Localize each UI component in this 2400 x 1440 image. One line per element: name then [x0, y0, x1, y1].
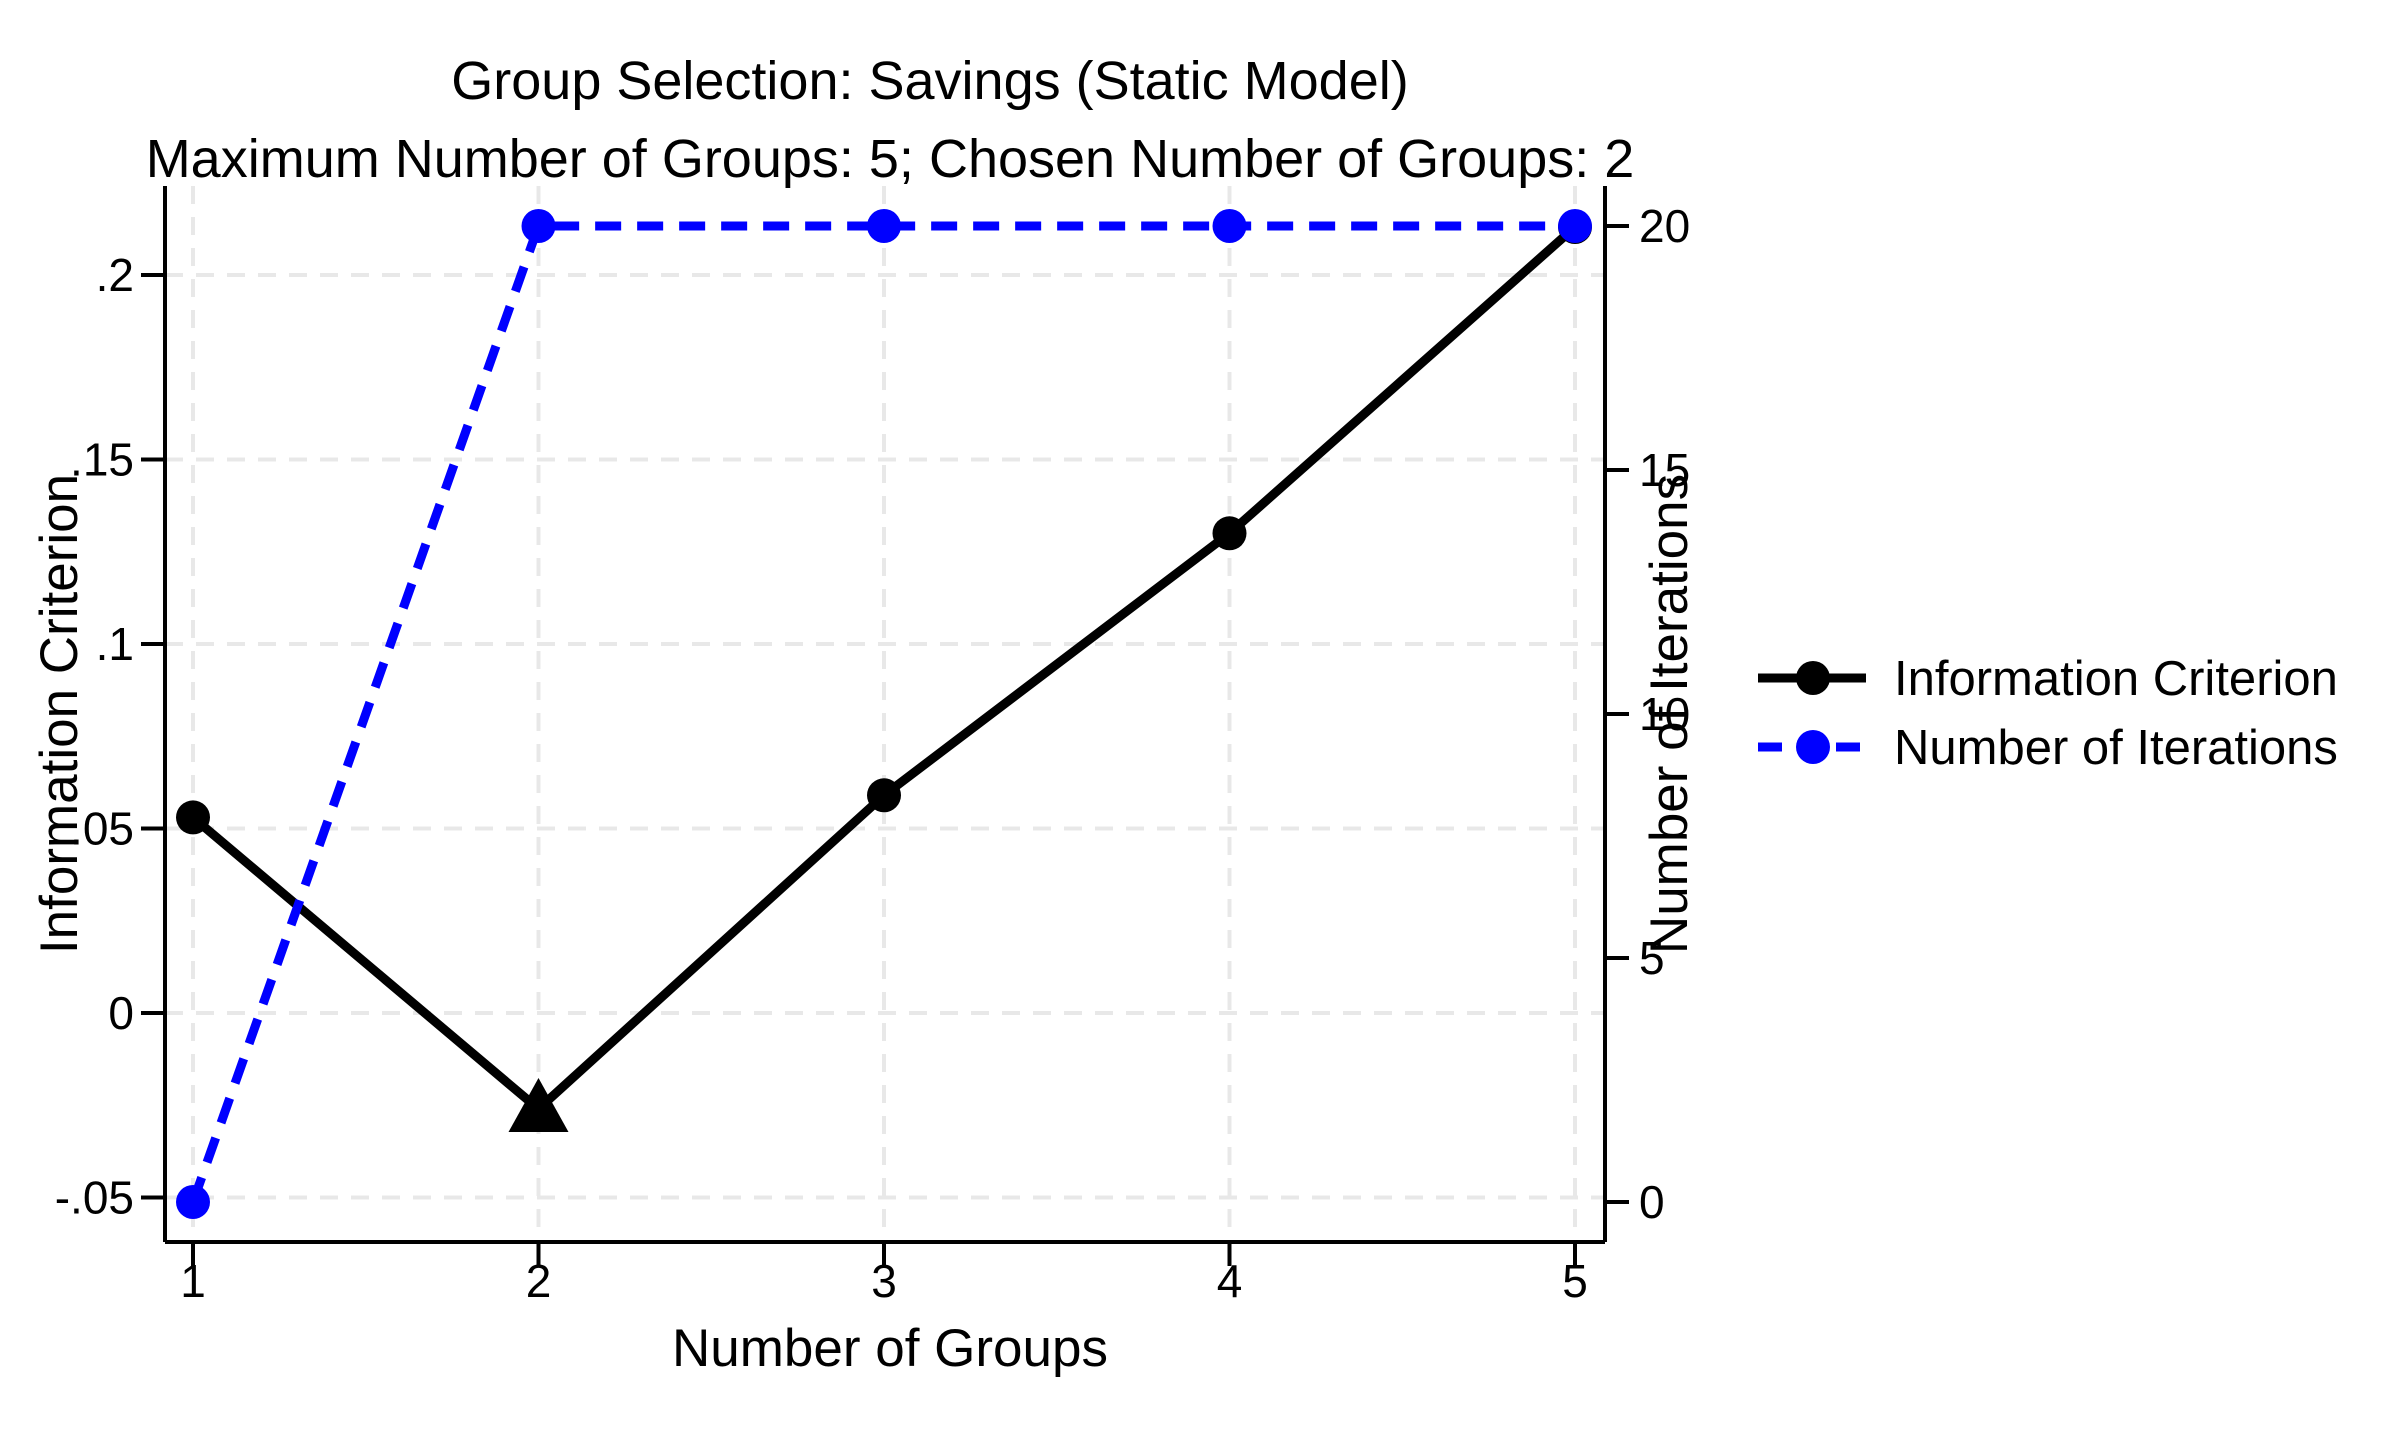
- y-tick-label-right: 0: [1639, 1176, 1665, 1228]
- legend-swatch-marker-circle-blue: [1796, 730, 1830, 764]
- marker-circle-number-of-iterations: [1212, 209, 1247, 243]
- marker-circle-information-criterion: [1212, 516, 1247, 551]
- x-tick-label: 3: [871, 1255, 897, 1307]
- x-axis-title: Number of Groups: [672, 1319, 1108, 1378]
- marker-circle-information-criterion: [176, 800, 210, 835]
- y-tick-label-right: 20: [1639, 200, 1690, 252]
- legend-label-information-criterion: Information Criterion: [1894, 652, 2338, 706]
- y-tick-label-left: .15: [70, 434, 134, 486]
- marker-circle-number-of-iterations: [1558, 209, 1592, 243]
- x-tick-label: 4: [1217, 1255, 1243, 1307]
- y-tick-label-right: 5: [1639, 932, 1665, 984]
- legend-label-number-of-iterations: Number of Iterations: [1894, 721, 2338, 775]
- x-tick-label: 2: [526, 1255, 552, 1307]
- chart-subtitle: Maximum Number of Groups: 5; Chosen Numb…: [146, 129, 1635, 189]
- y-tick-label-left: .2: [96, 249, 134, 301]
- marker-circle-number-of-iterations: [176, 1185, 210, 1219]
- legend-item-number-of-iterations: Number of Iterations: [1758, 721, 2338, 775]
- legend: Information Criterion Number of Iteratio…: [1758, 652, 2338, 775]
- legend-item-information-criterion: Information Criterion: [1758, 652, 2338, 706]
- y-tick-label-right: 10: [1639, 688, 1690, 740]
- x-tick-label: 5: [1562, 1255, 1588, 1307]
- grid-layer: [165, 186, 1605, 1242]
- y-axis-title-right: Number of Iterations: [1640, 474, 1699, 954]
- chart-title: Group Selection: Savings (Static Model): [451, 51, 1408, 111]
- y-tick-label-left: .1: [96, 618, 134, 670]
- x-tick-label: 1: [180, 1255, 206, 1307]
- marker-circle-information-criterion: [867, 778, 901, 813]
- y-axis-title-left: Information Criterion: [30, 474, 89, 954]
- y-tick-label-left: .05: [70, 803, 134, 855]
- marker-circle-number-of-iterations: [867, 209, 901, 243]
- y-tick-label-left: -.05: [55, 1172, 134, 1224]
- legend-swatch-marker-circle-black: [1796, 661, 1830, 695]
- series-line-number-of-iterations: [188, 221, 1575, 1204]
- y-tick-label-right: 15: [1639, 444, 1690, 496]
- y-tick-label-left: 0: [108, 987, 134, 1039]
- marker-circle-number-of-iterations: [521, 209, 556, 243]
- series-layer: [176, 209, 1592, 1219]
- marker-triangle-information-criterion: [508, 1077, 569, 1132]
